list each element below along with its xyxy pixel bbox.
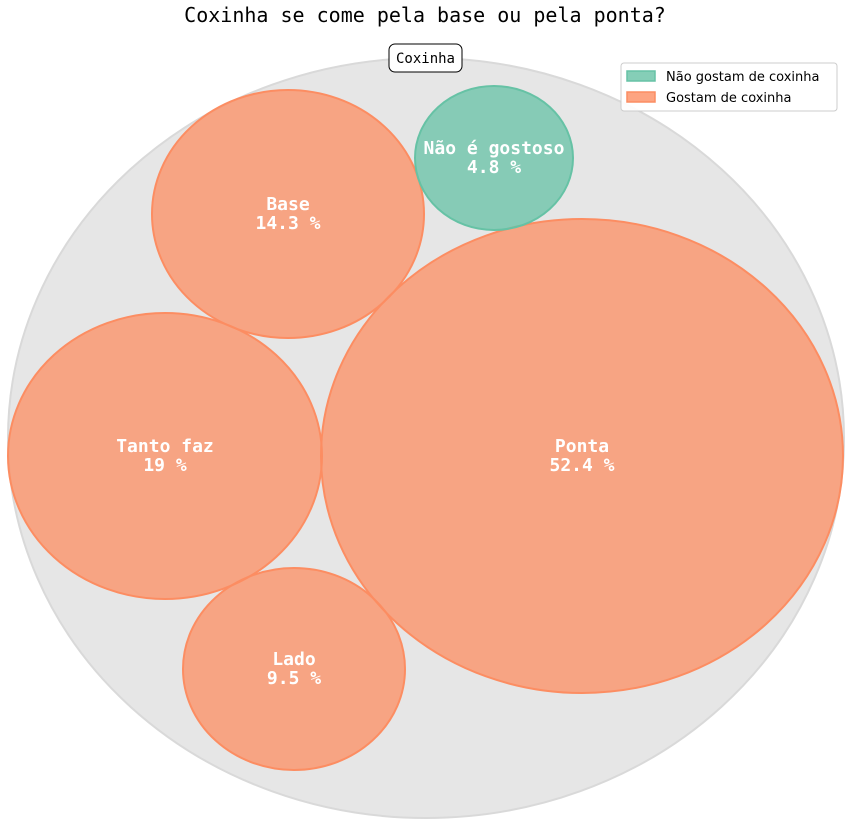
bubble-lado — [182, 567, 406, 771]
bubble-base — [151, 89, 425, 339]
bubble-label-base: Base — [266, 194, 310, 215]
bubble-label-lado: Lado — [272, 649, 315, 670]
bubble-label-ponta: Ponta — [555, 436, 609, 457]
bubble-value-tanto-faz: 19 % — [143, 455, 187, 476]
root-label-box: Coxinha — [388, 43, 463, 73]
legend: Não gostam de coxinha Gostam de coxinha — [620, 62, 838, 112]
legend-label-1: Gostam de coxinha — [666, 91, 792, 106]
bubble-value-lado: 9.5 % — [267, 668, 321, 689]
legend-label-0: Não gostam de coxinha — [666, 70, 819, 85]
bubble-label-tanto-faz: Tanto faz — [116, 436, 214, 457]
root-label: Coxinha — [396, 51, 455, 67]
bubble-tanto-faz — [7, 312, 323, 600]
bubble-value-ponta: 52.4 % — [549, 455, 614, 476]
bubble-value-nao-e-gostoso: 4.8 % — [467, 157, 521, 178]
legend-swatch-1 — [626, 91, 656, 103]
bubble-nao-e-gostoso — [414, 85, 574, 231]
legend-frame — [620, 62, 838, 112]
bubble-value-base: 14.3 % — [255, 213, 320, 234]
legend-swatch-0 — [626, 70, 656, 82]
chart-title: Coxinha se come pela base ou pela ponta? — [184, 3, 666, 27]
bubble-label-nao-e-gostoso: Não é gostoso — [424, 138, 565, 159]
root-label-frame — [388, 43, 463, 73]
